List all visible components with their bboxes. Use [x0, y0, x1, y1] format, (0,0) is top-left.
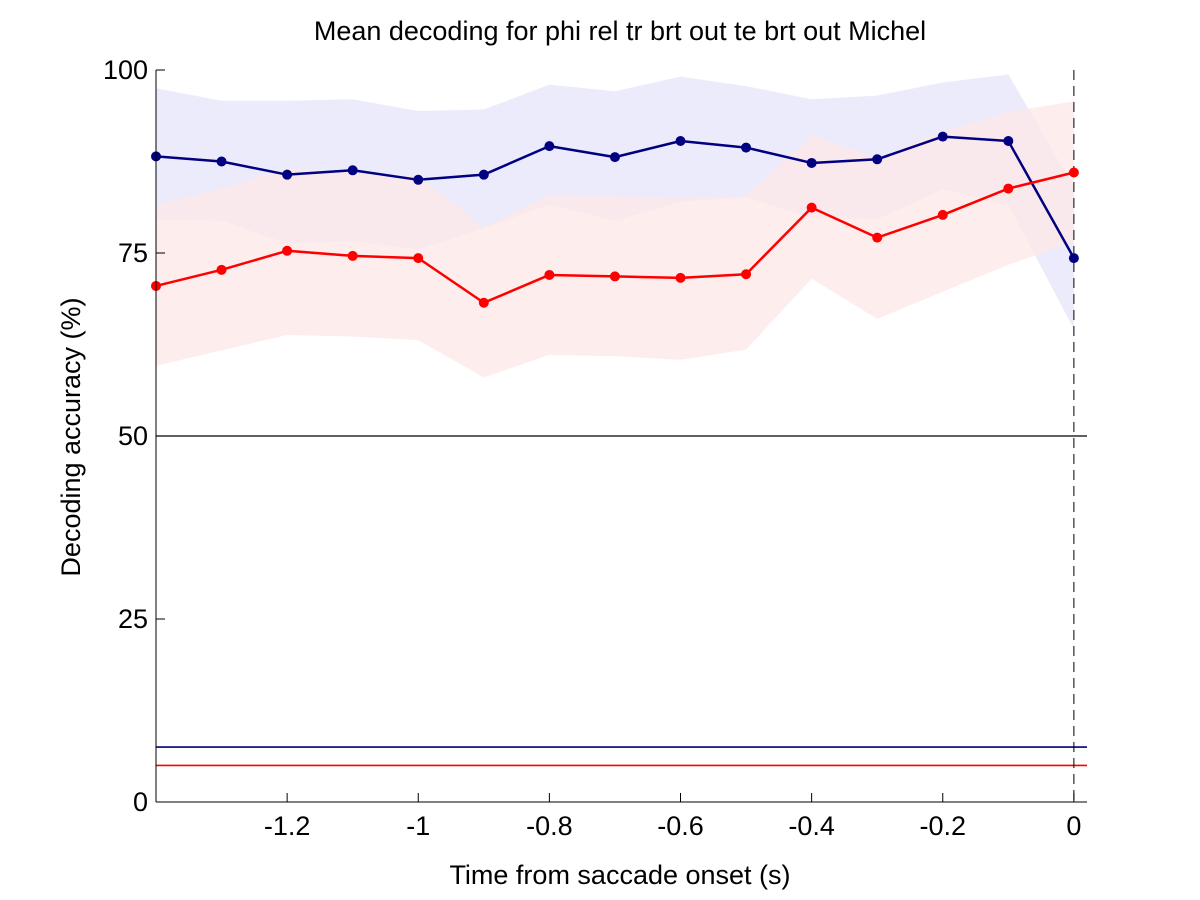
- data-point-2-13: [937, 209, 948, 220]
- axes: 0 25 50 75 100 -1.2 -1 -0.8 -0.6 -0.4 -0.2 0: [103, 55, 1087, 841]
- data-point-2-15: [1068, 167, 1079, 178]
- y-axis-label: Decoding accuracy (%): [56, 297, 86, 576]
- data-point-2-5: [413, 253, 424, 264]
- x-tick-label: -0.2: [919, 811, 966, 841]
- confidence-band-2: [156, 101, 1074, 378]
- data-point-2-7: [544, 269, 555, 280]
- data-point-2-11: [806, 202, 817, 213]
- reference-lines: [156, 70, 1087, 802]
- data-point-1-9: [675, 136, 686, 147]
- data-point-1-2: [216, 156, 227, 167]
- series-lines: [151, 131, 1079, 308]
- data-point-1-12: [872, 154, 883, 165]
- data-point-2-8: [609, 271, 620, 282]
- y-tick-label: 100: [103, 55, 148, 85]
- data-point-2-2: [216, 264, 227, 275]
- data-point-1-4: [347, 165, 358, 176]
- data-point-1-8: [609, 152, 620, 163]
- x-axis-label: Time from saccade onset (s): [449, 860, 790, 890]
- data-point-1-14: [1003, 136, 1014, 147]
- x-tick-label: -0.4: [788, 811, 835, 841]
- confidence-bands: [156, 74, 1074, 378]
- data-point-2-12: [872, 232, 883, 243]
- x-tick-label: -1: [406, 811, 430, 841]
- data-point-1-7: [544, 141, 555, 152]
- y-tick-label: 0: [133, 787, 148, 817]
- data-point-1-5: [413, 174, 424, 185]
- x-tick-label: -1.2: [264, 811, 311, 841]
- data-point-2-4: [347, 250, 358, 261]
- data-point-1-3: [282, 169, 293, 180]
- data-point-2-9: [675, 272, 686, 283]
- data-point-2-10: [741, 269, 752, 280]
- data-point-2-14: [1003, 183, 1014, 194]
- data-point-2-6: [478, 297, 489, 308]
- y-tick-label: 75: [118, 238, 148, 268]
- x-tick-label: -0.6: [657, 811, 704, 841]
- x-tick-label: -0.8: [526, 811, 573, 841]
- chart-title: Mean decoding for phi rel tr brt out te …: [314, 16, 926, 46]
- data-point-1-6: [478, 169, 489, 180]
- data-point-1-15: [1068, 253, 1079, 264]
- y-tick-label: 25: [118, 604, 148, 634]
- x-tick-label: 0: [1066, 811, 1081, 841]
- y-tick-label: 50: [118, 421, 148, 451]
- data-point-1-10: [741, 142, 752, 153]
- data-point-2-3: [282, 245, 293, 256]
- data-point-1-11: [806, 157, 817, 168]
- data-point-1-13: [937, 131, 948, 142]
